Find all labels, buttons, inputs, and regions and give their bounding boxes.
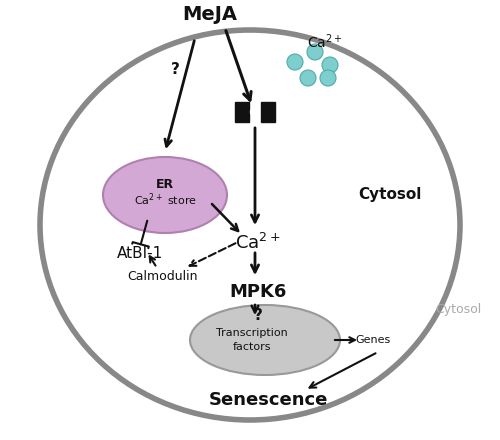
Text: Ca$^{2+}$: Ca$^{2+}$ bbox=[236, 233, 281, 253]
Bar bbox=[235, 102, 249, 122]
Bar bbox=[261, 102, 275, 122]
Text: ?: ? bbox=[254, 308, 262, 323]
Text: ?: ? bbox=[170, 62, 179, 77]
Circle shape bbox=[287, 54, 303, 70]
Circle shape bbox=[320, 70, 336, 86]
Text: MeJA: MeJA bbox=[182, 5, 238, 25]
Ellipse shape bbox=[40, 30, 460, 420]
Text: ER: ER bbox=[156, 179, 174, 191]
Circle shape bbox=[300, 70, 316, 86]
Text: factors: factors bbox=[233, 342, 271, 352]
Text: MPK6: MPK6 bbox=[230, 283, 286, 301]
Text: Ca$^{2+}$: Ca$^{2+}$ bbox=[308, 33, 342, 51]
Text: Ca$^{2+}$ store: Ca$^{2+}$ store bbox=[134, 192, 196, 208]
Text: Calmodulin: Calmodulin bbox=[128, 269, 198, 282]
Circle shape bbox=[307, 44, 323, 60]
Text: Cytosol: Cytosol bbox=[358, 187, 422, 202]
Circle shape bbox=[322, 57, 338, 73]
Text: Senescence: Senescence bbox=[208, 391, 328, 409]
Text: Genes: Genes bbox=[356, 335, 390, 345]
Ellipse shape bbox=[103, 157, 227, 233]
Text: AtBI-1: AtBI-1 bbox=[117, 246, 163, 261]
Text: Transcription: Transcription bbox=[216, 328, 288, 338]
Text: Cytosol: Cytosol bbox=[435, 304, 481, 316]
Ellipse shape bbox=[190, 305, 340, 375]
Circle shape bbox=[250, 108, 258, 116]
